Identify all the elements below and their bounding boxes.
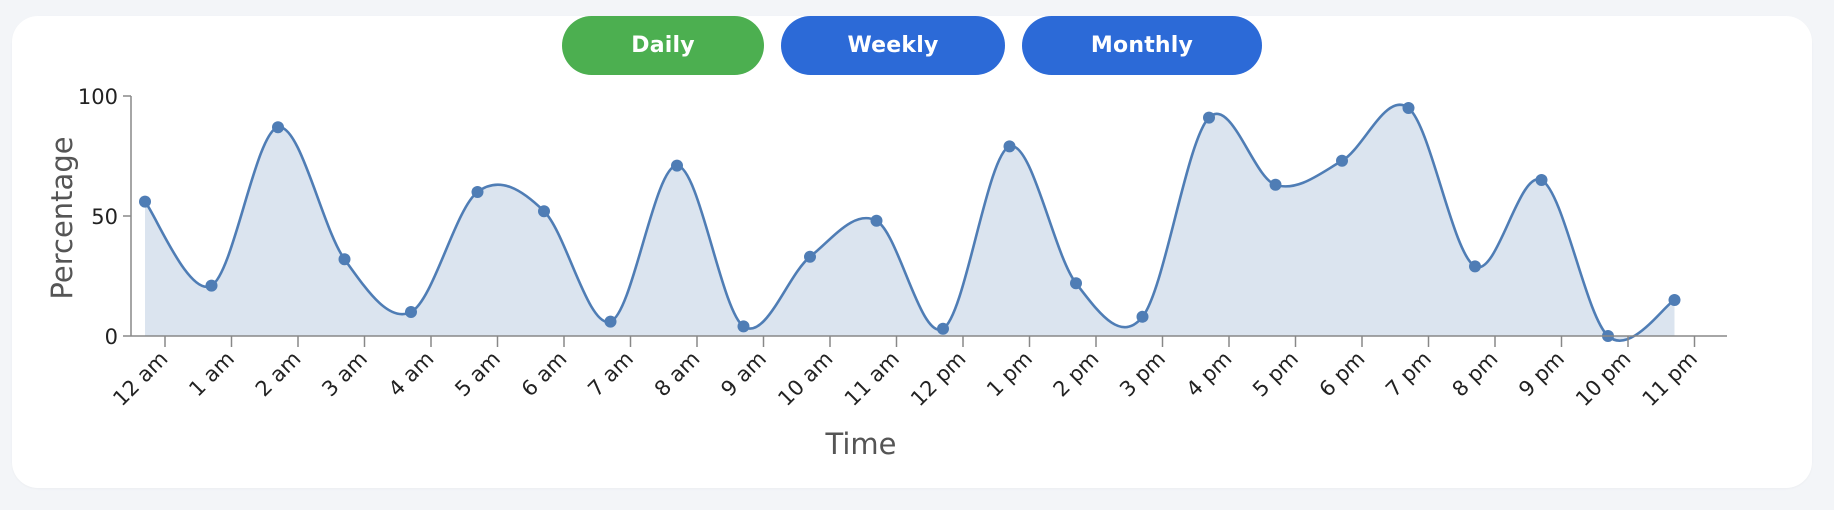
y-ticks: 0 50 100 [78,85,131,349]
x-tick-label: 7 pm [1381,347,1436,402]
x-tick-label: 6 pm [1315,347,1370,402]
x-tick-label: 12 pm [906,347,970,411]
x-tick-label: 2 pm [1049,347,1104,402]
x-tick-label: 11 am [840,347,904,411]
tab-daily[interactable]: Daily [562,16,764,75]
x-tick-label: 3 am [317,347,372,402]
x-tick-label: 8 pm [1448,347,1503,402]
x-tick-label: 12 am [108,347,172,411]
x-tick-label: 5 pm [1248,347,1303,402]
x-tick-label: 1 am [184,347,239,402]
data-points [139,102,1681,342]
data-point-7-am [604,315,617,328]
x-tick-label: 9 am [716,347,771,402]
data-point-8-pm [1469,260,1481,273]
data-point-1-pm [1003,140,1016,153]
data-point-2-pm [1070,277,1082,290]
x-tick-label: 8 am [650,347,705,402]
x-tick-label: 9 pm [1514,347,1569,402]
x-tick-label: 10 pm [1571,347,1635,411]
x-tick-label: 4 pm [1182,347,1237,402]
data-point-10-am [804,250,816,263]
y-tick-label: 50 [91,205,118,229]
data-point-8-am [671,159,683,172]
data-point-3-am [338,253,351,266]
x-tick-label: 5 am [450,347,505,402]
y-tick-label: 0 [105,325,118,349]
x-tick-label: 3 pm [1115,347,1170,402]
series-line [143,103,1676,342]
data-point-12-am [139,195,151,208]
data-point-9-pm [1535,174,1548,186]
data-point-3-pm [1136,310,1149,323]
data-point-6-pm [1336,154,1348,167]
y-axis-title: Percentage [45,136,79,299]
x-tick-label: 10 am [773,347,837,411]
tab-weekly[interactable]: Weekly [781,16,1005,75]
x-tick-label: 7 am [583,347,638,402]
data-point-7-pm [1402,102,1415,114]
area-fill [145,104,1675,341]
x-tick-label: 6 am [517,347,572,402]
plot-area [139,102,1681,342]
x-ticks: 12 am 1 am 2 am 3 am 4 am 5 am 6 am 7 am 8 am 9 a… [108,336,1702,411]
x-tick-label: 1 pm [982,347,1037,402]
data-point-6-am [538,205,550,218]
data-point-5-am [471,186,484,198]
data-point-9-am [737,320,750,333]
data-point-4-am [405,306,417,318]
y-tick-label: 100 [78,85,118,109]
data-point-2-am [272,121,284,134]
data-point-4-pm [1203,111,1215,124]
x-tick-label: 2 am [251,347,306,402]
data-point-5-pm [1269,178,1282,191]
data-point-11-am [870,214,883,227]
data-point-11-pm [1668,294,1681,306]
x-axis-title: Time [825,427,897,461]
x-tick-label: 4 am [384,347,439,402]
tab-monthly[interactable]: Monthly [1022,16,1262,75]
data-point-12-pm [937,322,949,335]
data-point-1-am [205,279,218,292]
x-tick-label: 11 pm [1638,347,1702,411]
